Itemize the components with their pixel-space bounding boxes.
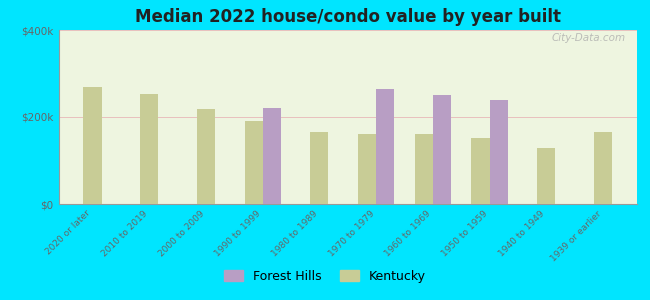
Bar	[358, 134, 376, 204]
Legend: Forest Hills, Kentucky: Forest Hills, Kentucky	[219, 265, 431, 288]
Bar	[140, 94, 159, 204]
Bar	[197, 109, 215, 204]
Bar	[489, 100, 508, 204]
Bar	[310, 132, 328, 204]
Bar	[537, 148, 555, 204]
Bar	[376, 89, 395, 204]
Bar	[471, 138, 489, 204]
Bar	[433, 95, 451, 204]
Bar	[594, 132, 612, 204]
Bar	[244, 121, 263, 204]
Title: Median 2022 house/condo value by year built: Median 2022 house/condo value by year bu…	[135, 8, 561, 26]
Text: City-Data.com: City-Data.com	[551, 34, 625, 44]
Bar	[83, 86, 101, 204]
Bar	[415, 134, 433, 204]
Bar	[263, 108, 281, 204]
